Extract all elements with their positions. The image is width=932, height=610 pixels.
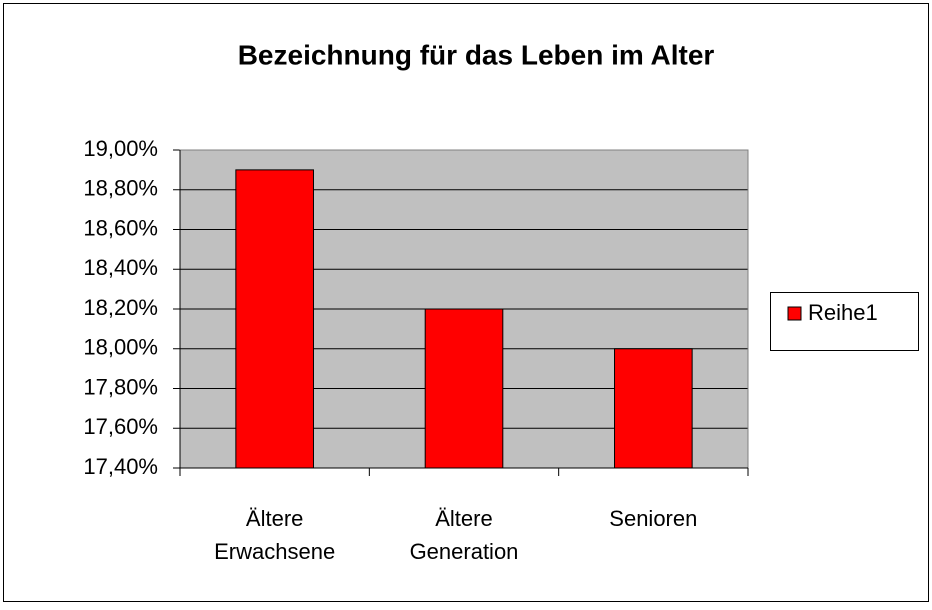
legend-swatch	[787, 306, 802, 321]
bar	[614, 348, 693, 469]
y-tick-label: 18,80%	[83, 176, 158, 201]
y-tick-label: 18,20%	[83, 295, 158, 320]
x-tick-label: Ältere Erwachsene	[214, 506, 335, 564]
y-tick-label: 19,00%	[83, 136, 158, 161]
x-tick-label: Ältere Generation	[410, 506, 519, 564]
y-tick-label: 18,40%	[83, 255, 158, 280]
bar	[424, 308, 504, 469]
y-tick-label: 18,60%	[83, 215, 158, 240]
bar	[235, 169, 314, 469]
y-tick-label: 17,40%	[83, 454, 158, 479]
y-tick-label: 17,80%	[83, 374, 158, 399]
y-tick-label: 18,00%	[83, 335, 158, 360]
y-tick-label: 17,60%	[83, 414, 158, 439]
x-tick-label: Senioren	[609, 506, 697, 531]
chart-title: Bezeichnung für das Leben im Alter	[238, 39, 715, 70]
legend-box	[770, 292, 919, 351]
legend-label: Reihe1	[808, 300, 878, 325]
